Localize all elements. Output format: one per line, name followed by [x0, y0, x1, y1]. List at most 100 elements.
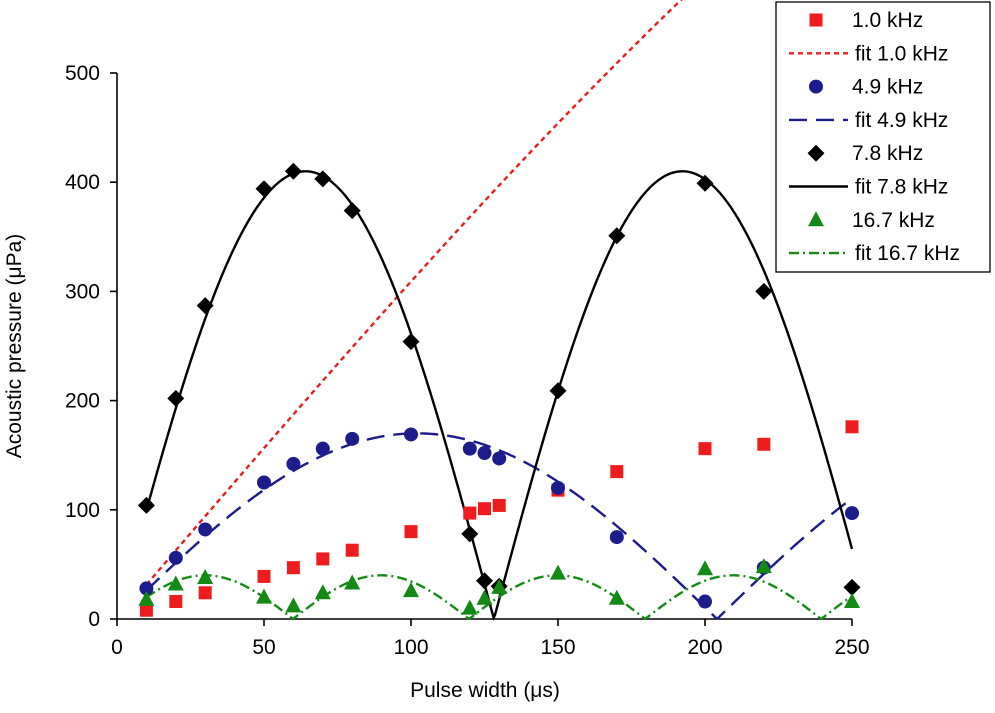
x-tick-label: 0: [111, 636, 123, 659]
data-point: [757, 437, 771, 451]
data-point: [476, 572, 493, 590]
legend-box: [775, 1, 991, 273]
data-point: [198, 586, 212, 600]
data-point: [477, 446, 492, 461]
data-point: [549, 382, 567, 400]
data-point: [344, 574, 361, 590]
data-point: [610, 465, 624, 479]
data-point: [698, 442, 712, 456]
x-tick-label: 250: [834, 636, 869, 659]
data-point: [167, 575, 184, 591]
data-point: [345, 431, 360, 446]
legend-label: 4.9 kHz: [852, 76, 923, 99]
data-point: [286, 456, 301, 471]
data-point: [167, 389, 185, 407]
data-point: [404, 427, 418, 442]
data-point: [314, 584, 331, 600]
x-axis-title: Pulse width (μs): [410, 679, 560, 702]
y-tick-label: 0: [88, 608, 100, 631]
data-point: [696, 174, 714, 192]
fit-line-2: [145, 432, 853, 620]
data-point: [698, 594, 712, 609]
data-point: [255, 180, 273, 198]
legend-label: fit 4.9 kHz: [855, 109, 948, 132]
x-tick-label: 150: [540, 636, 575, 659]
data-point: [845, 420, 859, 434]
data-point: [197, 569, 214, 585]
data-point: [550, 564, 566, 580]
x-tick-label: 200: [687, 636, 722, 659]
legend-label: fit 7.8 kHz: [855, 176, 948, 199]
data-point: [257, 569, 271, 583]
data-point: [608, 589, 625, 605]
data-point: [257, 475, 271, 490]
legend-label: 7.8 kHz: [852, 142, 923, 165]
data-point: [609, 530, 624, 545]
data-point: [138, 590, 155, 606]
fit-line-1: [145, 0, 683, 586]
data-point: [462, 441, 477, 456]
data-point: [463, 506, 477, 520]
data-point: [139, 603, 153, 617]
data-point: [461, 525, 479, 543]
legend-label: fit 16.7 kHz: [855, 242, 960, 265]
data-point: [198, 522, 213, 537]
data-point: [196, 297, 214, 315]
y-tick-label: 200: [65, 390, 100, 413]
data-point: [843, 578, 861, 596]
data-point: [345, 543, 359, 557]
data-point: [139, 581, 154, 596]
data-point: [755, 282, 773, 300]
data-point: [403, 582, 419, 598]
legend-marker: [808, 211, 824, 227]
data-point: [551, 480, 565, 495]
legend-marker: [809, 79, 823, 94]
series-3: [137, 162, 861, 596]
data-point: [137, 496, 155, 514]
data-point: [478, 502, 491, 516]
y-tick-label: 100: [65, 499, 100, 522]
x-tick-label: 100: [393, 636, 428, 659]
legend-marker: [809, 13, 823, 27]
data-point: [492, 451, 507, 466]
data-point: [755, 558, 772, 574]
data-point: [492, 498, 506, 512]
data-point: [256, 588, 272, 604]
legend-label: 16.7 kHz: [852, 209, 935, 232]
legend-label: fit 1.0 kHz: [855, 42, 948, 65]
data-point: [845, 506, 859, 521]
y-tick-label: 300: [65, 280, 100, 303]
data-point: [697, 560, 713, 576]
data-point: [314, 170, 332, 188]
legend: 1.0 kHz fit 1.0 kHz 4.9 kHz fit 4.9 kHz 7.8 …: [775, 1, 991, 273]
y-tick-label: 500: [65, 62, 100, 85]
data-point: [491, 578, 508, 594]
data-point: [844, 593, 860, 609]
legend-items: 1.0 kHz fit 1.0 kHz 4.9 kHz fit 4.9 kHz 7.8 …: [789, 9, 960, 265]
x-ticks: 0 50 100 150 200 250: [111, 619, 870, 659]
data-point: [284, 162, 302, 180]
series-1: [139, 420, 859, 617]
series-2: [139, 427, 859, 609]
data-point: [608, 227, 626, 245]
y-ticks: 0 100 200 300 400 500: [65, 62, 117, 631]
x-tick-label: 50: [252, 636, 275, 659]
data-point: [315, 441, 330, 456]
legend-label: 1.0 kHz: [852, 9, 923, 32]
data-point: [404, 525, 418, 539]
data-points: [137, 162, 861, 617]
fit-lines: [145, 0, 854, 621]
data-point: [285, 597, 302, 613]
y-axis-title: Acoustic pressure (μPa): [3, 234, 26, 459]
fit-line-3: [145, 170, 854, 621]
data-point: [343, 202, 361, 220]
y-tick-label: 400: [65, 171, 100, 194]
series-4: [138, 558, 860, 615]
data-point: [316, 552, 330, 566]
data-point: [168, 550, 183, 565]
data-point: [461, 599, 478, 615]
legend-marker: [807, 144, 825, 162]
data-point: [402, 333, 420, 351]
plot-area: 0 50 100 150 200 250 0 100 200 300 400 500: [65, 0, 870, 659]
